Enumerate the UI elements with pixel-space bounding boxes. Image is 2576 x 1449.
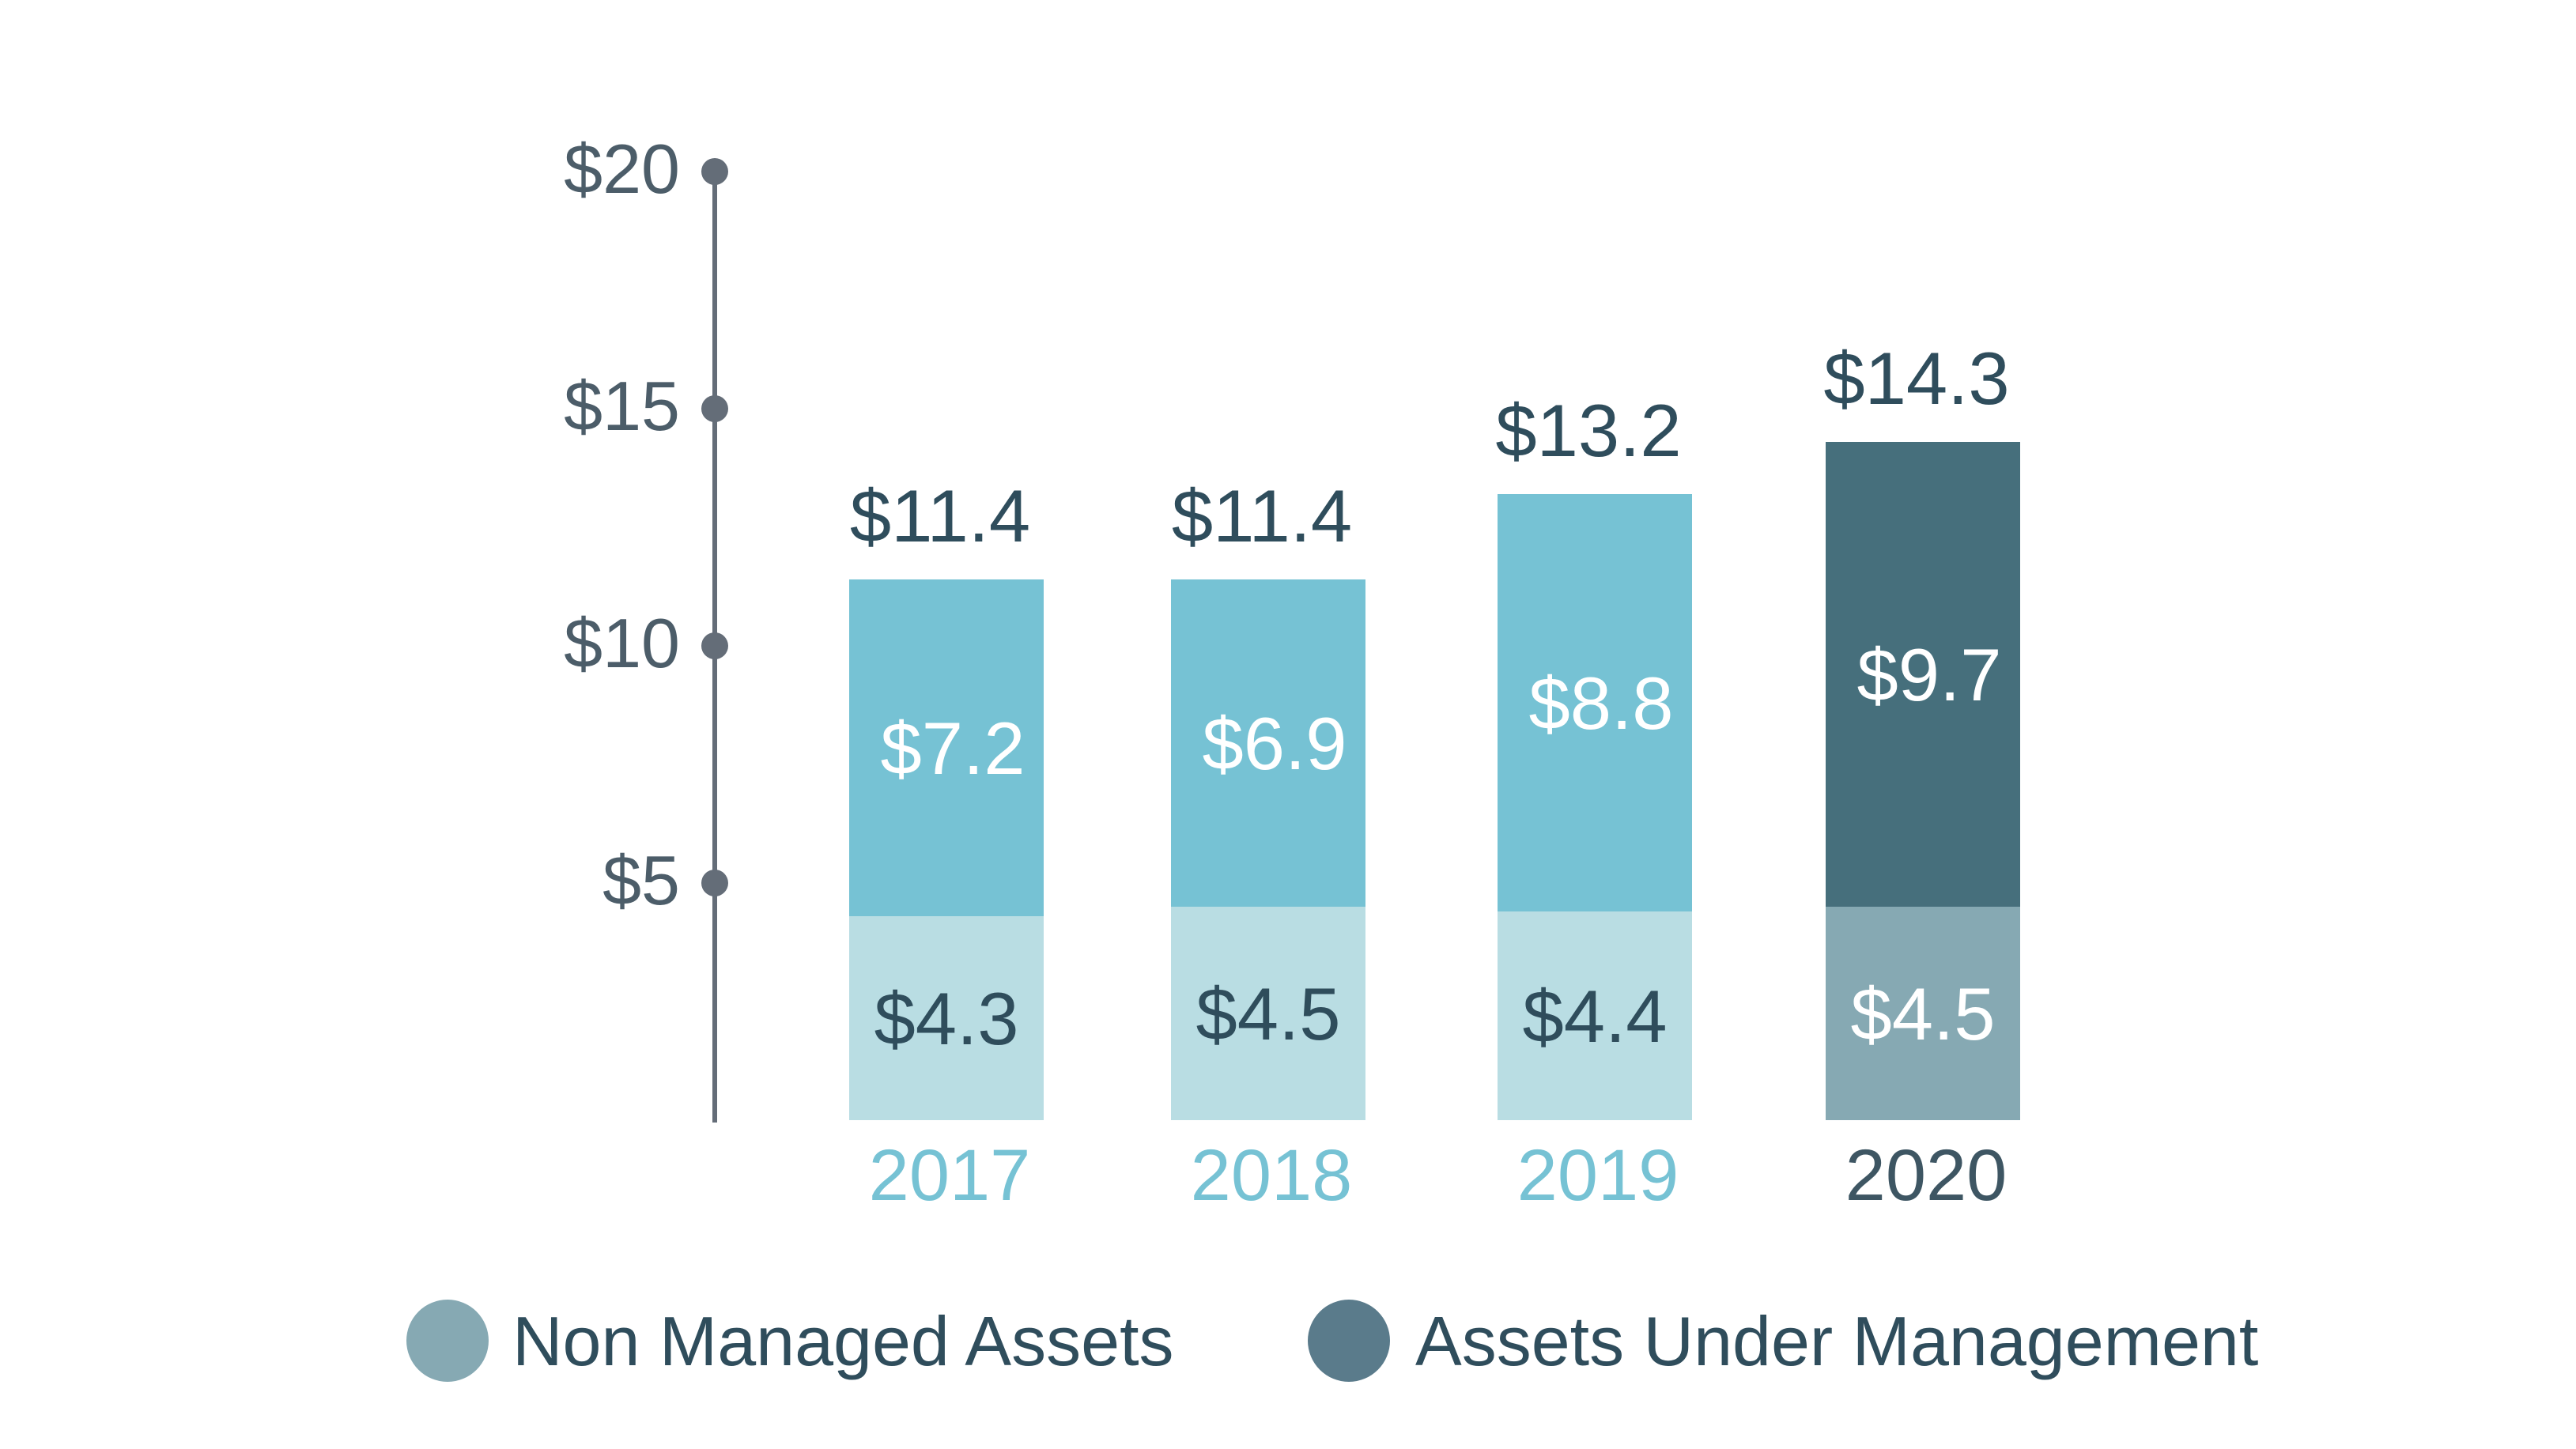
bar-aum-2017 — [849, 579, 1044, 916]
x-tick-label-2018: 2018 — [1191, 1135, 1353, 1216]
legend-label-aum: Assets Under Management — [1415, 1302, 2258, 1380]
y-tick-marker — [701, 395, 728, 422]
label-total-2017: $11.4 — [850, 474, 1030, 557]
label-non-managed-2017: $4.3 — [874, 977, 1019, 1060]
legend-swatch-aum — [1308, 1300, 1390, 1382]
y-tick-marker — [701, 870, 728, 896]
y-tick-marker — [701, 632, 728, 659]
label-non-managed-2018: $4.5 — [1196, 972, 1341, 1055]
bar-aum-2019 — [1498, 494, 1692, 911]
bar-non-managed-2020 — [1826, 907, 2020, 1120]
y-tick-label: $20 — [564, 130, 680, 208]
label-total-2018: $11.4 — [1172, 474, 1352, 557]
legend: Non Managed Assets Assets Under Managemen… — [406, 1300, 2258, 1382]
x-axis-labels: 2017 2018 2019 2020 — [869, 1135, 2008, 1216]
data-labels: $4.3 $7.2 $11.4 $4.5 $6.9 $11.4 $4.4 $8.8 $13.2 $… — [850, 337, 2010, 1060]
label-total-2019: $13.2 — [1495, 389, 1681, 472]
bars — [849, 442, 2020, 1120]
label-aum-2019: $8.8 — [1529, 662, 1674, 745]
label-aum-2020: $9.7 — [1857, 633, 2002, 716]
legend-label-non-managed: Non Managed Assets — [512, 1302, 1174, 1380]
legend-swatch-non-managed — [406, 1300, 489, 1382]
bar-aum-2020 — [1826, 442, 2020, 907]
label-total-2020: $14.3 — [1823, 337, 2009, 420]
x-tick-label-2017: 2017 — [869, 1135, 1031, 1216]
bar-non-managed-2018 — [1171, 907, 1365, 1120]
x-tick-label-2019: 2019 — [1517, 1135, 1679, 1216]
y-axis: $5 $10 $15 $20 — [564, 130, 728, 1123]
y-tick-marker — [701, 158, 728, 185]
label-aum-2017: $7.2 — [881, 707, 1025, 790]
y-tick-label: $5 — [602, 841, 680, 919]
y-tick-label: $10 — [564, 604, 680, 682]
bar-aum-2018 — [1171, 579, 1365, 907]
x-tick-label-2020: 2020 — [1845, 1135, 2008, 1216]
label-non-managed-2020: $4.5 — [1851, 972, 1996, 1055]
label-aum-2018: $6.9 — [1203, 702, 1347, 785]
y-tick-label: $15 — [564, 367, 680, 445]
bar-non-managed-2017 — [849, 916, 1044, 1120]
label-non-managed-2019: $4.4 — [1523, 975, 1668, 1058]
bar-non-managed-2019 — [1498, 911, 1692, 1120]
